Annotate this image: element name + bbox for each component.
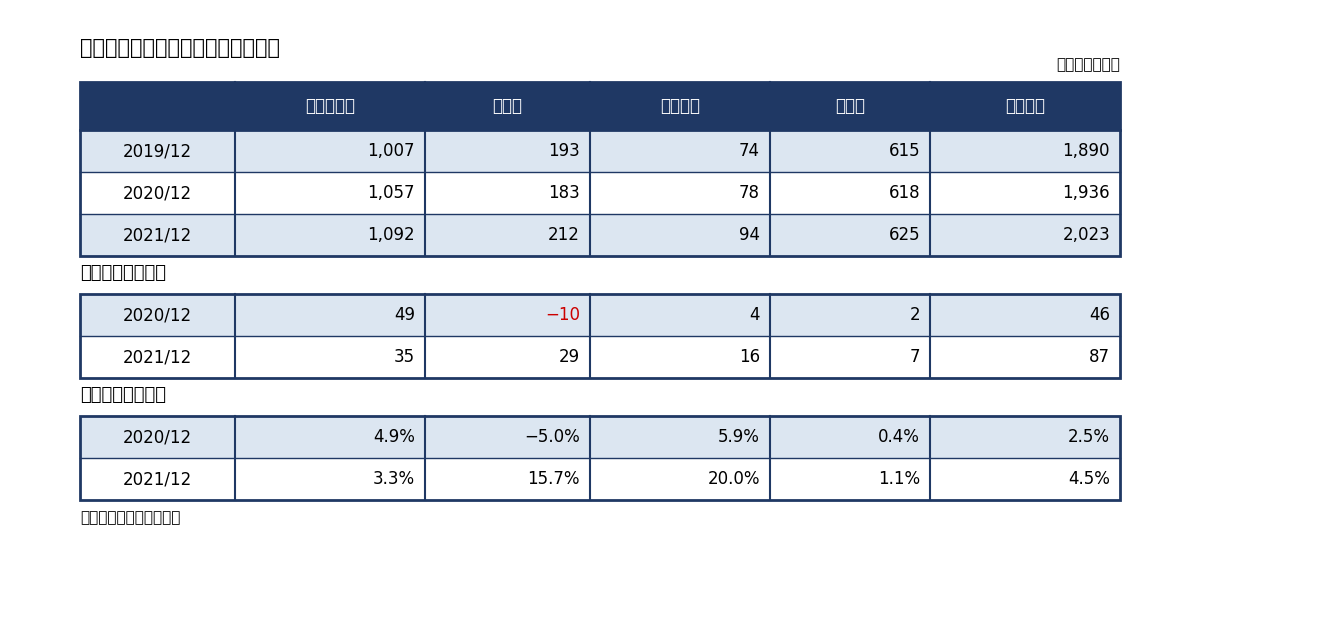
Text: 2019/12: 2019/12 <box>124 142 193 160</box>
Bar <box>80 172 1120 214</box>
Text: 35: 35 <box>393 348 415 366</box>
Text: 投資信託: 投資信託 <box>661 97 700 115</box>
Text: 1,890: 1,890 <box>1062 142 1110 160</box>
Text: 78: 78 <box>739 184 760 202</box>
Text: 618: 618 <box>888 184 920 202</box>
Text: 212: 212 <box>548 226 579 244</box>
Text: 615: 615 <box>888 142 920 160</box>
Text: 1,007: 1,007 <box>368 142 415 160</box>
Text: 3.3%: 3.3% <box>373 470 415 488</box>
Bar <box>80 416 1120 500</box>
Text: 4.9%: 4.9% <box>373 428 415 446</box>
Text: 株式等: 株式等 <box>493 97 522 115</box>
Text: 2020/12: 2020/12 <box>124 428 193 446</box>
Bar <box>80 82 1120 130</box>
Text: 増加額（前年比）: 増加額（前年比） <box>80 264 166 282</box>
Text: その他: その他 <box>835 97 865 115</box>
Text: 2020/12: 2020/12 <box>124 306 193 324</box>
Text: 資産合計: 資産合計 <box>1005 97 1045 115</box>
Text: 49: 49 <box>393 306 415 324</box>
Text: 46: 46 <box>1088 306 1110 324</box>
Text: 2: 2 <box>909 306 920 324</box>
Text: 2021/12: 2021/12 <box>122 470 193 488</box>
Text: 1.1%: 1.1% <box>878 470 920 488</box>
Text: 4.5%: 4.5% <box>1069 470 1110 488</box>
Text: 現金・預金: 現金・預金 <box>304 97 355 115</box>
Text: 183: 183 <box>549 184 579 202</box>
Text: 16: 16 <box>739 348 760 366</box>
Bar <box>80 130 1120 172</box>
Text: 193: 193 <box>549 142 579 160</box>
Text: 29: 29 <box>560 348 579 366</box>
Text: 87: 87 <box>1088 348 1110 366</box>
Text: 0.4%: 0.4% <box>878 428 920 446</box>
Text: 1,057: 1,057 <box>368 184 415 202</box>
Text: （単位：兆円）: （単位：兆円） <box>1057 57 1120 72</box>
Text: 15.7%: 15.7% <box>528 470 579 488</box>
Text: 2021/12: 2021/12 <box>122 348 193 366</box>
Bar <box>80 294 1120 378</box>
Text: 5.9%: 5.9% <box>718 428 760 446</box>
Text: 2021/12: 2021/12 <box>122 226 193 244</box>
Text: 4: 4 <box>750 306 760 324</box>
Bar <box>80 458 1120 500</box>
Bar <box>80 416 1120 458</box>
Bar <box>80 82 1120 256</box>
Text: 図表１　家計の金融資産残高の推移: 図表１ 家計の金融資産残高の推移 <box>80 38 280 58</box>
Text: 2020/12: 2020/12 <box>124 184 193 202</box>
Text: 94: 94 <box>739 226 760 244</box>
Bar <box>80 336 1120 378</box>
Bar <box>80 214 1120 256</box>
Text: 2,023: 2,023 <box>1062 226 1110 244</box>
Text: 1,092: 1,092 <box>367 226 415 244</box>
Text: −10: −10 <box>545 306 579 324</box>
Text: 20.0%: 20.0% <box>707 470 760 488</box>
Text: 625: 625 <box>888 226 920 244</box>
Text: −5.0%: −5.0% <box>524 428 579 446</box>
Text: 7: 7 <box>909 348 920 366</box>
Text: 増加率（前年比）: 増加率（前年比） <box>80 386 166 404</box>
Text: 74: 74 <box>739 142 760 160</box>
Text: 1,936: 1,936 <box>1062 184 1110 202</box>
Text: 2.5%: 2.5% <box>1069 428 1110 446</box>
Bar <box>80 294 1120 336</box>
Text: 出所）日銀資金循環統計: 出所）日銀資金循環統計 <box>80 510 181 525</box>
